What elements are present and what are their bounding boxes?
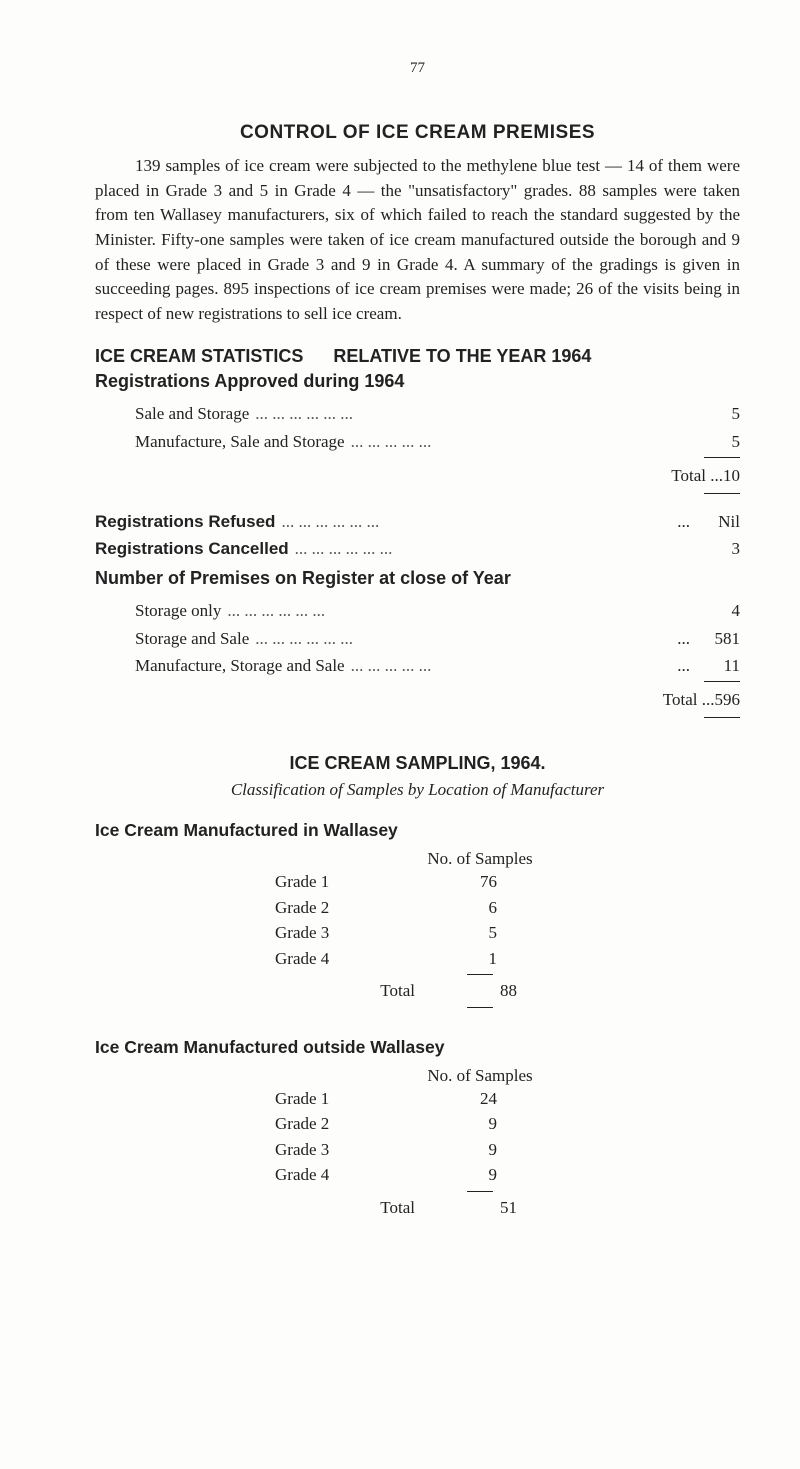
table-row: Grade 4 9 [275, 1162, 740, 1188]
document-page: 77 CONTROL OF ICE CREAM PREMISES 139 sam… [0, 0, 800, 1469]
premises-heading: Number of Premises on Register at close … [95, 568, 740, 589]
total-label: Total [275, 1195, 435, 1221]
rule [704, 457, 740, 458]
samples-col-header: No. of Samples [415, 1066, 545, 1086]
leader-dots: ... ... ... ... ... ... [221, 597, 690, 624]
rule [704, 493, 740, 494]
dots-prefix: ... [677, 508, 690, 535]
total-row: Total 51 [275, 1195, 740, 1221]
total-label: Total ... [663, 686, 715, 713]
grade-value: 5 [463, 920, 497, 946]
grade-value: 9 [463, 1137, 497, 1163]
grade-label: Grade 1 [275, 869, 415, 895]
stat-row: Storage only ... ... ... ... ... ... 4 [95, 597, 740, 624]
rule [467, 1007, 493, 1008]
body-paragraph: 139 samples of ice cream were subjected … [95, 154, 740, 326]
grade-label: Grade 3 [275, 1137, 415, 1163]
grade-value: 24 [463, 1086, 497, 1112]
table-row: Grade 2 6 [275, 895, 740, 921]
grade-label: Grade 2 [275, 895, 415, 921]
table-row: Grade 3 5 [275, 920, 740, 946]
leader-dots: ... ... ... ... ... ... [249, 625, 677, 652]
grade-label: Grade 3 [275, 920, 415, 946]
page-number: 77 [95, 60, 740, 77]
grade-table: No. of Samples Grade 1 24 Grade 2 9 Grad… [275, 1066, 740, 1221]
dots-prefix: ... [677, 652, 690, 679]
table-row: Grade 3 9 [275, 1137, 740, 1163]
stat-row: Registrations Cancelled ... ... ... ... … [95, 535, 740, 562]
grade-value: 9 [463, 1111, 497, 1137]
samples-col-header: No. of Samples [415, 849, 545, 869]
row-label: Manufacture, Sale and Storage [95, 428, 345, 455]
total-label: Total ... [671, 462, 723, 489]
stat-row: Sale and Storage ... ... ... ... ... ...… [95, 400, 740, 427]
registrations-approved-heading: Registrations Approved during 1964 [95, 371, 740, 392]
stat-row: Manufacture, Sale and Storage ... ... ..… [95, 428, 740, 455]
registrations-cancelled-label: Registrations Cancelled [95, 535, 289, 562]
total-label: Total [275, 978, 435, 1004]
row-value: 4 [690, 597, 740, 624]
row-label: Storage and Sale [95, 625, 249, 652]
rule [467, 1191, 493, 1192]
row-value: 11 [690, 652, 740, 679]
stat-row: Manufacture, Storage and Sale ... ... ..… [95, 652, 740, 679]
leader-dots: ... ... ... ... ... ... [289, 535, 690, 562]
total-row: Total ... 10 [95, 462, 740, 489]
total-value: 596 [715, 686, 741, 713]
table-row: Grade 1 24 [275, 1086, 740, 1112]
total-row: Total ... 596 [95, 686, 740, 713]
table-row: Grade 4 1 [275, 946, 740, 972]
grade-value: 76 [463, 869, 497, 895]
dots-prefix: ... [677, 625, 690, 652]
grade-label: Grade 4 [275, 946, 415, 972]
in-wallasey-heading: Ice Cream Manufactured in Wallasey [95, 820, 740, 841]
grade-value: 1 [463, 946, 497, 972]
row-label: Sale and Storage [95, 400, 249, 427]
total-value: 88 [483, 978, 517, 1004]
row-value: 3 [690, 535, 740, 562]
leader-dots: ... ... ... ... ... [345, 428, 690, 455]
stats-heading-right: RELATIVE TO THE YEAR 1964 [333, 346, 591, 367]
leader-dots: ... ... ... ... ... [345, 652, 678, 679]
outside-wallasey-heading: Ice Cream Manufactured outside Wallasey [95, 1037, 740, 1058]
total-value: 51 [483, 1195, 517, 1221]
grade-table: No. of Samples Grade 1 76 Grade 2 6 Grad… [275, 849, 740, 1011]
row-value: Nil [690, 508, 740, 535]
table-row: Grade 1 76 [275, 869, 740, 895]
leader-dots: ... ... ... ... ... ... [275, 508, 677, 535]
registrations-refused-label: Registrations Refused [95, 508, 275, 535]
stat-row: Registrations Refused ... ... ... ... ..… [95, 508, 740, 535]
row-label: Storage only [95, 597, 221, 624]
grade-label: Grade 4 [275, 1162, 415, 1188]
row-value: 581 [690, 625, 740, 652]
total-row: Total 88 [275, 978, 740, 1004]
grade-label: Grade 1 [275, 1086, 415, 1112]
table-row: Grade 2 9 [275, 1111, 740, 1137]
rule [704, 717, 740, 718]
stats-heading-left: ICE CREAM STATISTICS [95, 346, 303, 367]
grade-label: Grade 2 [275, 1111, 415, 1137]
leader-dots: ... ... ... ... ... ... [249, 400, 690, 427]
stats-heading: ICE CREAM STATISTICS RELATIVE TO THE YEA… [95, 346, 740, 367]
row-label: Manufacture, Storage and Sale [95, 652, 345, 679]
main-title: CONTROL OF ICE CREAM PREMISES [95, 122, 740, 144]
rule [704, 681, 740, 682]
sampling-subtitle: Classification of Samples by Location of… [95, 780, 740, 800]
rule [467, 974, 493, 975]
grade-value: 6 [463, 895, 497, 921]
grade-value: 9 [463, 1162, 497, 1188]
row-value: 5 [690, 400, 740, 427]
sampling-heading: ICE CREAM SAMPLING, 1964. [95, 753, 740, 774]
row-value: 5 [690, 428, 740, 455]
total-value: 10 [723, 462, 740, 489]
stat-row: Storage and Sale ... ... ... ... ... ...… [95, 625, 740, 652]
